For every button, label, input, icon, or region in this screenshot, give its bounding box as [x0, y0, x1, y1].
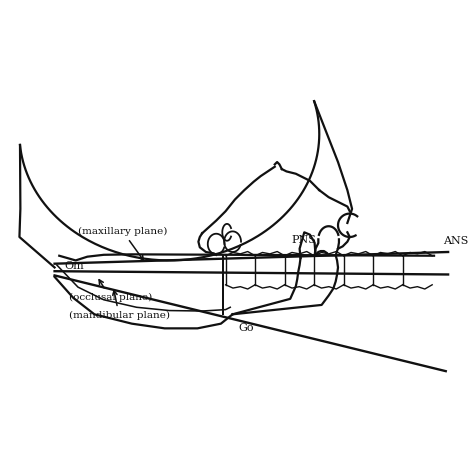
Text: (maxillary plane): (maxillary plane)	[78, 227, 167, 260]
Text: (mandibular plane): (mandibular plane)	[69, 291, 170, 320]
Text: PNS: PNS	[291, 236, 316, 246]
Text: Om: Om	[64, 261, 84, 271]
Text: Go: Go	[238, 323, 254, 333]
Text: ANS: ANS	[443, 237, 469, 246]
Text: (occlusal plane): (occlusal plane)	[69, 280, 152, 302]
